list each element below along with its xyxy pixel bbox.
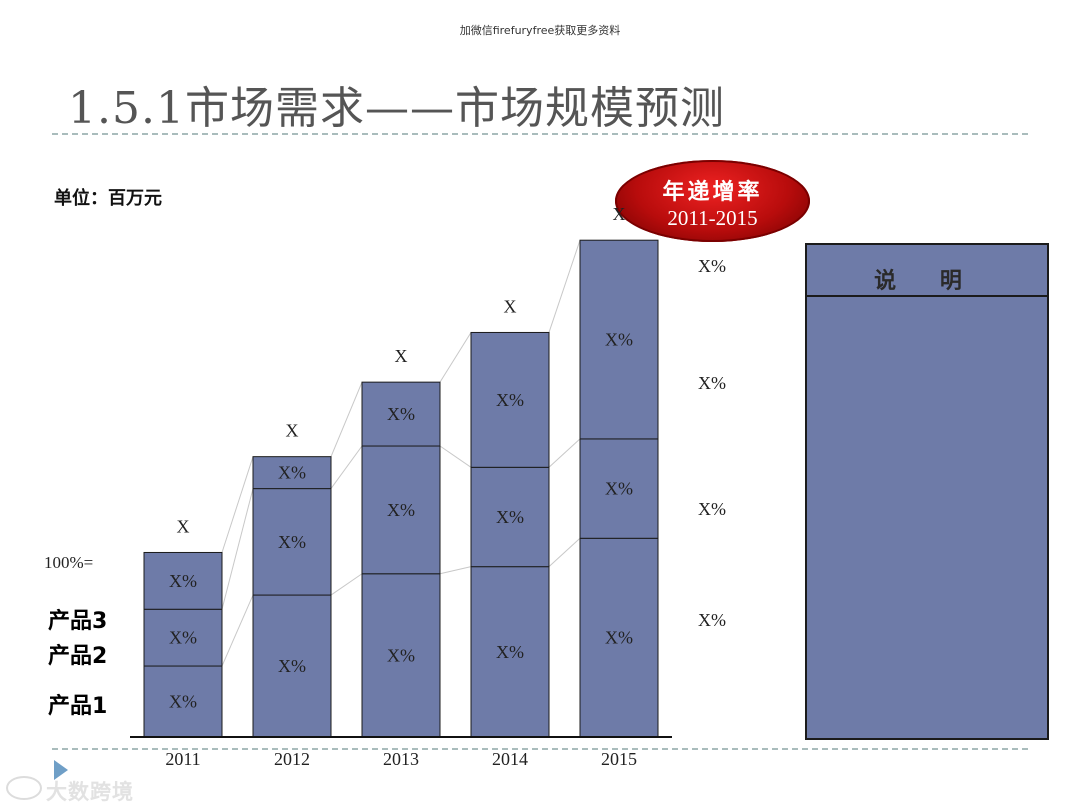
bar-2011-series-1: [143, 665, 223, 738]
total-label-2013: X: [395, 346, 408, 366]
segment-label-2013-series-3: X%: [387, 404, 415, 424]
connector-2012-series-2: [330, 445, 363, 489]
description-panel: 说 明: [805, 243, 1049, 740]
play-arrow-icon[interactable]: [54, 760, 68, 780]
cagr-product-1-value: X%: [698, 610, 726, 630]
connector-2011-series-2: [221, 488, 254, 610]
connector-2014-series-3: [548, 240, 581, 333]
cagr-product-2-value: X%: [698, 499, 726, 519]
cagr-badge-years: 2011-2015: [667, 206, 758, 230]
connector-2012-series-3: [330, 381, 363, 457]
brand-logo-icon: [6, 776, 42, 800]
brand-watermark: 大数跨境: [46, 780, 134, 804]
connector-2014-series-2: [548, 438, 581, 468]
segment-label-2012-series-2: X%: [278, 532, 306, 552]
legend-product-3: 产品3: [48, 609, 108, 634]
bar-2013-series-3: [361, 381, 441, 447]
segment-label-2015-series-2: X%: [605, 479, 633, 499]
connector-2013-series-1: [439, 566, 472, 575]
unit-label: 单位：百万元: [54, 188, 162, 209]
segment-label-2012-series-1: X%: [278, 656, 306, 676]
x-tick-2013: 2013: [383, 749, 419, 769]
description-panel-title: 说 明: [807, 245, 1047, 297]
legend-product-1: 产品1: [48, 694, 108, 719]
total-label-2015: X: [613, 204, 626, 224]
bar-2013-series-2: [361, 445, 441, 575]
x-tick-2012: 2012: [274, 749, 310, 769]
connector-2011-series-3: [221, 456, 254, 553]
segment-label-2011-series-3: X%: [169, 571, 197, 591]
hundred-percent-label: 100%=: [44, 553, 94, 572]
x-tick-2011: 2011: [165, 749, 200, 769]
title-divider: [52, 133, 1028, 135]
segment-label-2014-series-1: X%: [496, 642, 524, 662]
segment-label-2014-series-2: X%: [496, 507, 524, 527]
bar-2012-series-3: [252, 456, 332, 490]
total-label-2014: X: [504, 296, 517, 316]
connector-2013-series-3: [439, 332, 472, 383]
connector-2012-series-1: [330, 573, 363, 596]
bar-2015-series-1: [579, 537, 659, 738]
page-title: 1.5.1市场需求——市场规模预测: [68, 83, 725, 134]
bars: X% X% X% X 2011 X% X% X% X 2012 X% X% X% X 2013 X% X% X% X…: [130, 204, 672, 769]
legend-product-2: 产品2: [48, 644, 108, 669]
total-label-2012: X: [286, 421, 299, 441]
bar-2014-series-1: [470, 566, 550, 738]
connector-2011-series-1: [221, 594, 254, 667]
segment-label-2011-series-2: X%: [169, 628, 197, 648]
x-tick-2014: 2014: [492, 749, 528, 769]
cagr-product-3-value: X%: [698, 373, 726, 393]
segment-label-2011-series-1: X%: [169, 692, 197, 712]
bar-2014-series-2: [470, 466, 550, 568]
x-tick-2015: 2015: [601, 749, 637, 769]
bar-2015-series-3: [579, 239, 659, 440]
bar-2012-series-1: [252, 594, 332, 738]
segment-label-2015-series-3: X%: [605, 330, 633, 350]
cagr-badge-title: 年递增率: [662, 180, 763, 205]
top-watermark: 加微信firefuryfree获取更多资料: [459, 24, 621, 37]
bar-2012-series-2: [252, 488, 332, 596]
footer-divider: [52, 748, 1028, 750]
total-label-2011: X: [177, 516, 190, 536]
segment-label-2012-series-3: X%: [278, 463, 306, 483]
segment-label-2015-series-1: X%: [605, 628, 633, 648]
segment-label-2013-series-1: X%: [387, 645, 415, 665]
connector-2013-series-2: [439, 445, 472, 468]
segment-label-2014-series-3: X%: [496, 390, 524, 410]
bar-2011-series-2: [143, 608, 223, 667]
segment-label-2013-series-2: X%: [387, 500, 415, 520]
cagr-badge: 年递增率 2011-2015: [615, 160, 810, 242]
bar-2014-series-3: [470, 331, 550, 468]
bar-2015-series-2: [579, 438, 659, 539]
connector-lines: [221, 240, 581, 667]
cagr-total-value: X%: [698, 256, 726, 276]
connector-2014-series-1: [548, 537, 581, 568]
bar-2011-series-3: [143, 551, 223, 610]
